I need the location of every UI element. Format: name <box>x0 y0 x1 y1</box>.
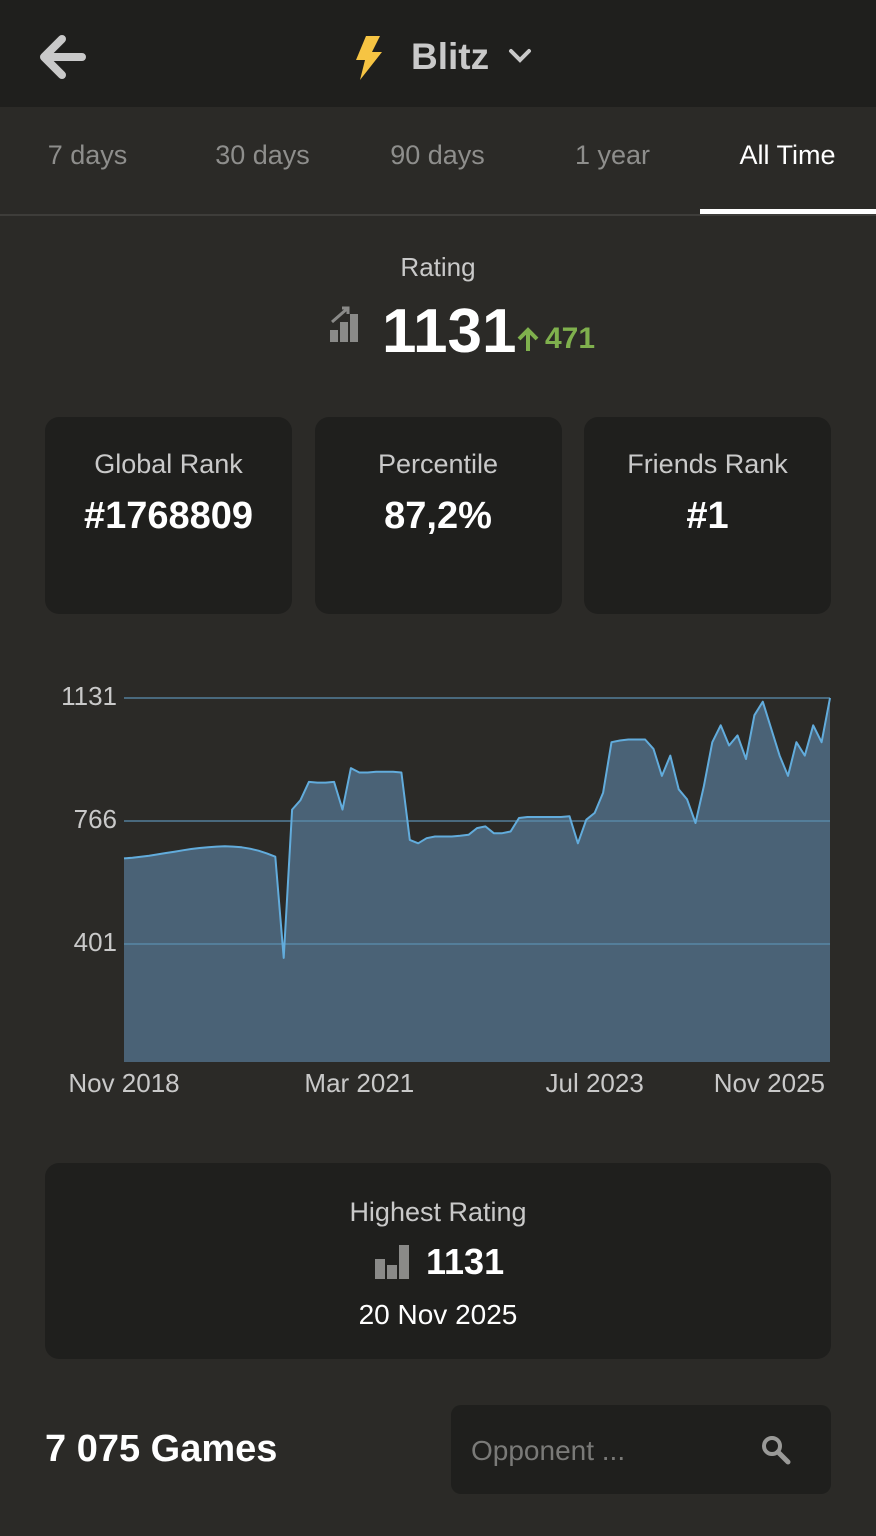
highest-label: Highest Rating <box>349 1197 527 1227</box>
tab[interactable]: 90 days <box>390 140 485 170</box>
x-tick-label: Nov 2018 <box>68 1068 179 1098</box>
y-tick-label: 766 <box>74 804 117 834</box>
games-count: 7 075 Games <box>45 1428 278 1470</box>
tab-indicator <box>700 209 876 214</box>
rating-line <box>123 697 831 959</box>
stat-label: Friends Rank <box>627 449 788 479</box>
stat-value: #1 <box>686 495 729 537</box>
rating-change: 471 <box>545 322 596 355</box>
rating-value: 1131 <box>382 297 517 366</box>
stat-label: Percentile <box>377 449 499 479</box>
back-button[interactable] <box>40 35 86 79</box>
tab[interactable]: All Time <box>739 140 836 170</box>
highest-rating-card: Highest Rating 1131 20 Nov 2025 <box>45 1163 831 1359</box>
top-bar: Blitz <box>0 0 876 107</box>
stat-value: 87,2% <box>384 495 492 537</box>
stat-card: Percentile 87,2% <box>314 417 562 614</box>
page-title[interactable]: Blitz <box>411 36 490 77</box>
tab[interactable]: 7 days <box>47 140 128 170</box>
dropdown-chevron[interactable] <box>508 48 532 64</box>
x-tick-label: Nov 2025 <box>714 1068 825 1098</box>
stat-card: Global Rank #1768809 <box>45 417 292 614</box>
opponent-search[interactable]: Opponent ... <box>451 1405 831 1494</box>
x-tick-label: Jul 2023 <box>546 1068 644 1098</box>
tab[interactable]: 30 days <box>215 140 310 170</box>
rating-icon <box>330 306 358 342</box>
divider <box>0 214 876 216</box>
search-placeholder: Opponent ... <box>471 1435 626 1466</box>
stat-value: #1768809 <box>83 495 254 537</box>
tab[interactable]: 1 year <box>574 140 651 170</box>
rating-chart: 401 766 1131 Nov 2018 Mar 2021 Jul 2023 Nov 20… <box>61 681 831 1098</box>
highest-date: 20 Nov 2025 <box>358 1299 518 1330</box>
y-tick-label: 401 <box>74 927 117 957</box>
x-tick-label: Mar 2021 <box>304 1068 414 1098</box>
search-icon[interactable] <box>761 1435 791 1465</box>
stat-label: Global Rank <box>94 449 243 479</box>
highest-icon <box>375 1245 409 1279</box>
rating-label: Rating <box>400 252 476 282</box>
area-fill <box>124 698 830 1062</box>
highest-value: 1131 <box>426 1241 505 1282</box>
up-arrow <box>517 327 539 351</box>
stat-card: Friends Rank #1 <box>584 417 831 614</box>
y-tick-label: 1131 <box>61 681 117 711</box>
blitz-icon <box>356 36 382 80</box>
